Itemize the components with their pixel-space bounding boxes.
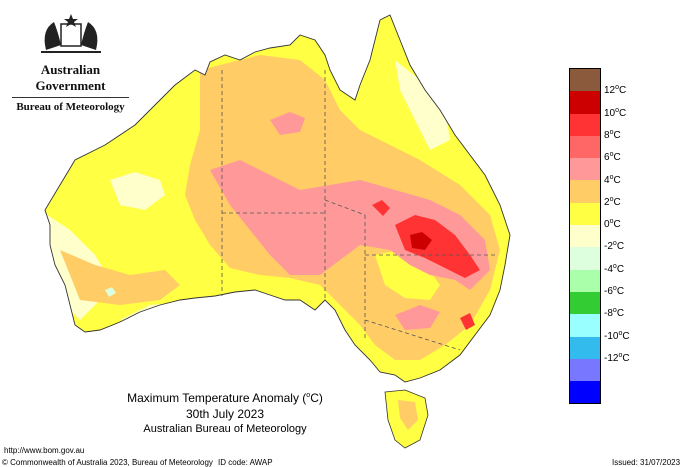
zone-0-2-pilbara xyxy=(110,172,165,210)
legend-label: 2oC xyxy=(604,195,621,208)
gov-logo: Australian Government Bureau of Meteorol… xyxy=(8,10,133,113)
legend-swatch xyxy=(570,135,600,159)
legend-swatch xyxy=(570,202,600,226)
government-name: Australian Government xyxy=(35,62,106,93)
anomaly-map xyxy=(44,14,511,449)
legend-label: 0oC xyxy=(604,217,621,231)
legend-label: 4oC xyxy=(604,173,621,186)
logo-divider xyxy=(12,97,129,98)
legend-label: -4oC xyxy=(604,262,625,275)
legend-swatch xyxy=(570,113,600,136)
zone-0-2-capeyork xyxy=(395,60,450,150)
legend-label: 10oC xyxy=(604,106,627,119)
zone-6-8 xyxy=(210,160,490,290)
zone-4-6-extra xyxy=(60,250,180,305)
issued-date: Issued: 31/07/2023 xyxy=(612,458,680,467)
tasmania-inner xyxy=(398,400,418,430)
legend-label: -12oC xyxy=(604,351,630,365)
legend-labels: 12oC 10oC 8oC 6oC 4oC 2oC 0oC -2oC -4oC -6oC -8oC -… xyxy=(604,68,664,380)
legend-label: 6oC xyxy=(604,151,621,164)
legend-swatch xyxy=(570,358,600,382)
legend-swatch xyxy=(570,225,600,248)
coat-of-arms-icon xyxy=(40,14,101,53)
legend-swatch xyxy=(570,247,600,270)
zone-6-8-south-blob xyxy=(395,305,440,330)
legend-swatch xyxy=(570,269,600,292)
legend-swatch xyxy=(570,69,600,92)
map-date: 30th July 2023 xyxy=(185,407,265,421)
map-title: Maximum Temperature Anomaly (oC) xyxy=(127,391,323,405)
zone-8-10-small xyxy=(372,200,390,216)
legend-label: -6oC xyxy=(604,284,625,298)
zone-8-10-coast xyxy=(460,313,475,330)
legend xyxy=(569,68,601,405)
legend-swatch xyxy=(570,291,600,315)
legend-swatch xyxy=(570,91,600,114)
zone-10-12 xyxy=(410,232,432,250)
map-title-block: Maximum Temperature Anomaly (oC) 30th Ju… xyxy=(95,388,355,437)
footer-bar: © Commonwealth of Australia 2023, Bureau… xyxy=(0,458,680,467)
legend-swatch xyxy=(570,336,600,359)
legend-label: -8oC xyxy=(604,307,625,320)
zone-6-8-north-blob xyxy=(270,112,305,135)
legend-label: 12oC xyxy=(604,84,627,97)
legend-swatch xyxy=(570,381,600,404)
id-code: ID code: AWAP xyxy=(218,458,273,467)
zone-8-10 xyxy=(395,215,480,278)
legend-colorbar xyxy=(569,68,601,405)
state-borders xyxy=(221,70,495,351)
bureau-name: Bureau of Meteorology xyxy=(16,101,125,113)
legend-swatch xyxy=(570,180,600,203)
legend-swatch xyxy=(570,314,600,337)
legend-swatch xyxy=(570,158,600,181)
map-source: Australian Bureau of Meteorology xyxy=(143,423,307,435)
bom-url-link[interactable]: http://www.bom.gov.au xyxy=(4,446,85,455)
legend-label: -2oC xyxy=(604,240,625,253)
legend-label: 8oC xyxy=(604,128,621,142)
copyright-text: © Commonwealth of Australia 2023, Bureau… xyxy=(2,458,213,467)
zone-neg2-0-small xyxy=(105,287,116,297)
zone-2-4-island-central xyxy=(375,250,440,300)
legend-label: -10oC xyxy=(604,329,630,342)
